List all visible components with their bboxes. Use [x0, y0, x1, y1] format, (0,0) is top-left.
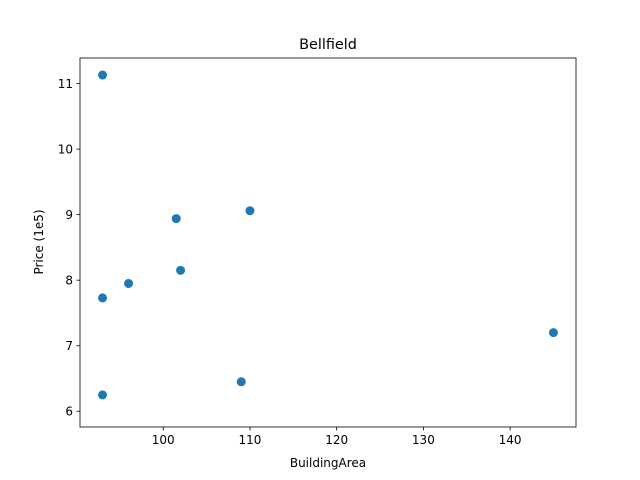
y-axis-label: Price (1e5)	[32, 209, 46, 274]
data-point	[98, 390, 108, 400]
x-axis-ticks: 100 110 120 130 140	[152, 427, 522, 447]
y-tick-label: 6	[65, 405, 73, 419]
x-axis-label: BuildingArea	[290, 456, 366, 470]
data-point	[124, 278, 134, 288]
scatter-points	[98, 70, 558, 400]
data-point	[98, 70, 108, 80]
data-point	[548, 328, 558, 338]
y-tick-label: 11	[58, 77, 73, 91]
x-tick-label: 100	[152, 433, 175, 447]
y-tick-label: 10	[58, 142, 73, 156]
y-tick-label: 8	[65, 273, 73, 287]
data-point	[98, 293, 108, 303]
plot-area	[79, 57, 577, 428]
data-point	[236, 377, 246, 387]
y-axis-ticks: 6 7 8 9 10 11	[58, 77, 80, 419]
chart-title: Bellfield	[299, 37, 357, 53]
data-point	[245, 206, 255, 216]
data-point	[171, 214, 181, 224]
x-tick-label: 130	[412, 433, 435, 447]
x-tick-label: 120	[325, 433, 348, 447]
data-point	[176, 265, 186, 275]
x-tick-label: 140	[499, 433, 522, 447]
axes-frame	[79, 57, 577, 428]
x-tick-label: 110	[239, 433, 262, 447]
y-tick-label: 9	[65, 208, 73, 222]
y-tick-label: 7	[65, 339, 73, 353]
